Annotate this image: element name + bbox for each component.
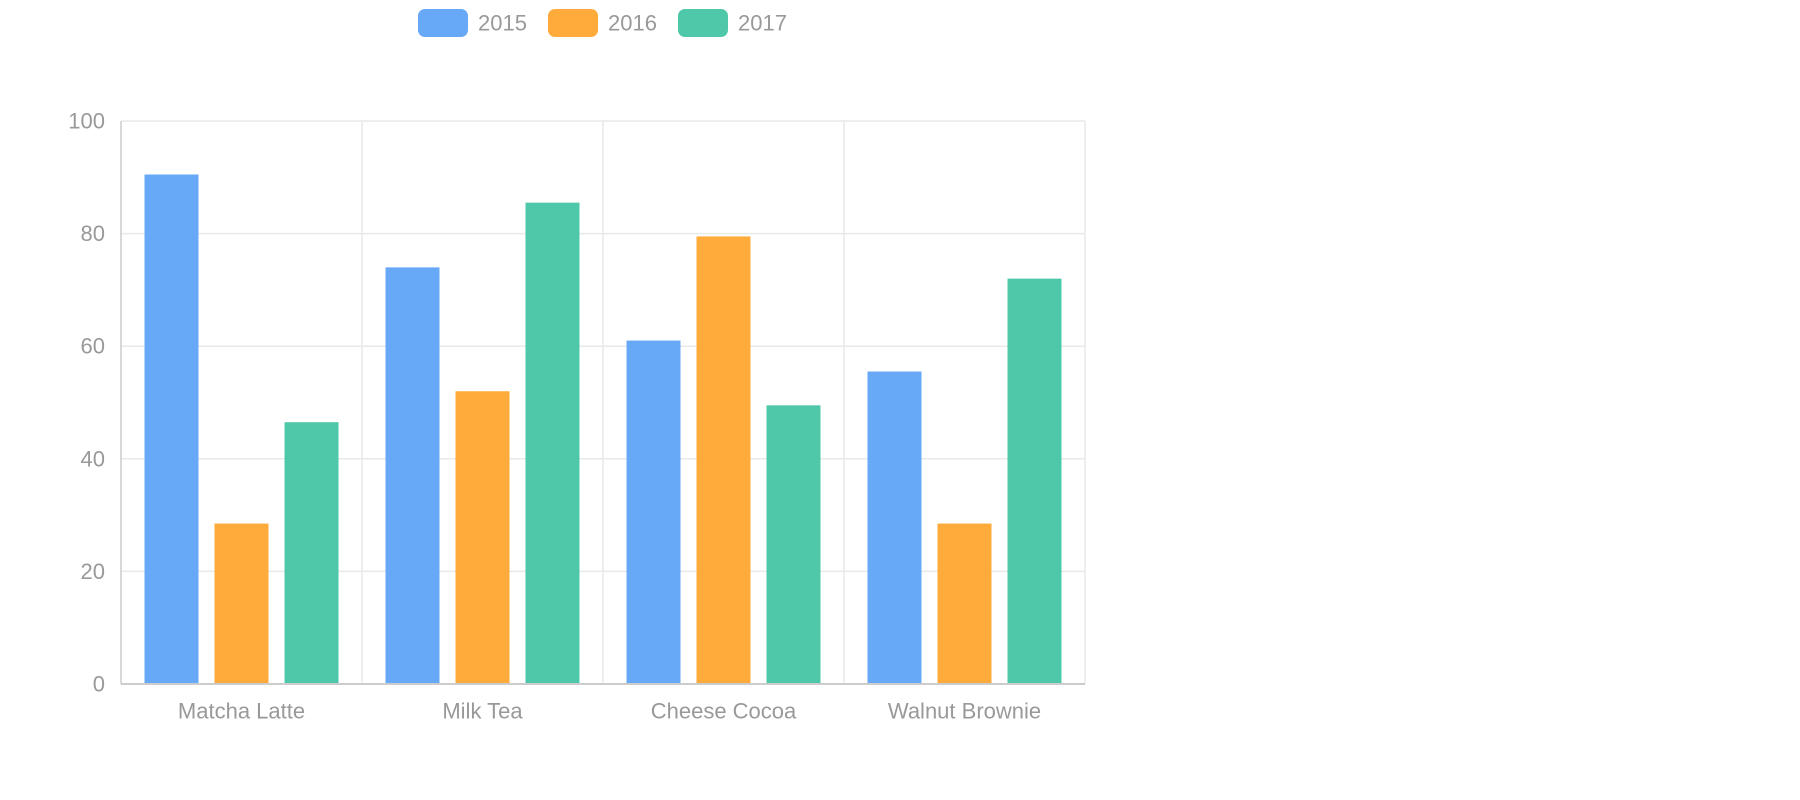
legend-item-2016[interactable]: 2016 (548, 9, 657, 37)
y-tick-label: 0 (93, 672, 105, 697)
legend-swatch (418, 9, 468, 37)
legend-item-2017[interactable]: 2017 (678, 9, 787, 37)
x-category-label: Cheese Cocoa (651, 699, 797, 724)
bar-2016-milk-tea[interactable] (455, 391, 510, 684)
legend-item-2015[interactable]: 2015 (418, 9, 527, 37)
y-axis-ticks: 0 20 40 60 80 100 (68, 109, 105, 697)
legend-swatch (678, 9, 728, 37)
bar-2015-walnut-brownie[interactable] (867, 371, 922, 684)
bar-2017-milk-tea[interactable] (525, 202, 580, 684)
bar-2016-walnut-brownie[interactable] (937, 523, 992, 684)
bar-series (144, 174, 1062, 685)
legend[interactable]: 2015 2016 2017 (418, 9, 787, 37)
legend-label: 2016 (608, 11, 657, 36)
bar-2017-walnut-brownie[interactable] (1007, 278, 1062, 684)
x-axis-ticks: Matcha Latte Milk Tea Cheese Cocoa Walnut B… (178, 699, 1041, 724)
bar-2016-cheese-cocoa[interactable] (696, 236, 751, 685)
bar-2015-matcha-latte[interactable] (144, 174, 199, 685)
legend-swatch (548, 9, 598, 37)
legend-label: 2017 (738, 11, 787, 36)
bar-2015-milk-tea[interactable] (385, 267, 440, 684)
bar-2017-cheese-cocoa[interactable] (766, 405, 821, 684)
x-category-label: Matcha Latte (178, 699, 305, 724)
axes (120, 121, 1085, 685)
legend-label: 2015 (478, 11, 527, 36)
grid-lines (121, 120, 1086, 684)
y-tick-label: 20 (81, 559, 105, 584)
bar-2017-matcha-latte[interactable] (284, 422, 339, 684)
x-category-label: Milk Tea (442, 699, 523, 724)
bar-2015-cheese-cocoa[interactable] (626, 340, 681, 684)
bar-2016-matcha-latte[interactable] (214, 523, 269, 684)
y-tick-label: 80 (81, 221, 105, 246)
y-tick-label: 100 (68, 109, 105, 134)
y-tick-label: 40 (81, 446, 105, 471)
y-tick-label: 60 (81, 334, 105, 359)
x-category-label: Walnut Brownie (888, 699, 1041, 724)
